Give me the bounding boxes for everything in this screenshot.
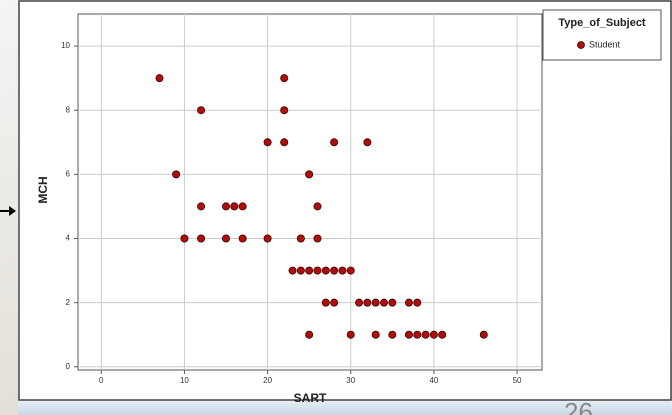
point	[346, 330, 355, 339]
point	[280, 138, 289, 147]
point	[238, 234, 247, 243]
legend	[542, 9, 662, 61]
y-tick-label: 6	[66, 169, 71, 178]
point	[404, 298, 413, 307]
point	[346, 266, 355, 275]
x-tick-label: 20	[263, 376, 272, 385]
point	[330, 266, 339, 275]
point	[321, 298, 330, 307]
point	[238, 202, 247, 211]
point	[222, 234, 231, 243]
point	[305, 330, 314, 339]
x-tick-label: 50	[513, 376, 522, 385]
arrow-head	[9, 206, 16, 216]
point	[263, 234, 272, 243]
point	[305, 170, 314, 179]
point	[413, 330, 422, 339]
footer-strip	[18, 400, 672, 415]
point	[321, 266, 330, 275]
point	[355, 298, 364, 307]
legend-label: Student	[589, 39, 621, 49]
x-axis-title: SART	[294, 391, 327, 405]
point	[180, 234, 189, 243]
legend-title: Type_of_Subject	[558, 17, 646, 29]
point	[438, 330, 447, 339]
point	[371, 298, 380, 307]
slide-number: 26	[564, 397, 593, 415]
y-tick-label: 10	[61, 41, 70, 50]
point	[296, 234, 305, 243]
point	[222, 202, 231, 211]
point	[172, 170, 181, 179]
point	[263, 138, 272, 147]
y-tick-label: 2	[66, 298, 71, 307]
point	[388, 298, 397, 307]
x-tick-label: 40	[429, 376, 438, 385]
y-tick-label: 4	[66, 234, 71, 243]
y-tick-label: 0	[66, 362, 71, 371]
point	[388, 330, 397, 339]
point	[404, 330, 413, 339]
point	[230, 202, 239, 211]
x-tick-label: 10	[180, 376, 189, 385]
point	[330, 138, 339, 147]
y-axis-title: MCH	[36, 176, 50, 203]
y-tick-label: 8	[66, 105, 71, 114]
point	[338, 266, 347, 275]
point	[197, 234, 206, 243]
x-tick-label: 0	[99, 376, 104, 385]
point	[363, 138, 372, 147]
point	[305, 266, 314, 275]
point	[296, 266, 305, 275]
point	[155, 74, 164, 83]
x-tick-label: 30	[346, 376, 355, 385]
point	[479, 330, 488, 339]
point	[330, 298, 339, 307]
point	[280, 74, 289, 83]
plot-area	[77, 13, 543, 371]
point	[280, 106, 289, 115]
point	[421, 330, 430, 339]
point	[197, 202, 206, 211]
point	[380, 298, 389, 307]
point	[429, 330, 438, 339]
point	[313, 234, 322, 243]
point	[363, 298, 372, 307]
legend-marker	[577, 41, 585, 49]
point	[288, 266, 297, 275]
point	[413, 298, 422, 307]
point	[313, 266, 322, 275]
point	[197, 106, 206, 115]
point	[371, 330, 380, 339]
point	[313, 202, 322, 211]
